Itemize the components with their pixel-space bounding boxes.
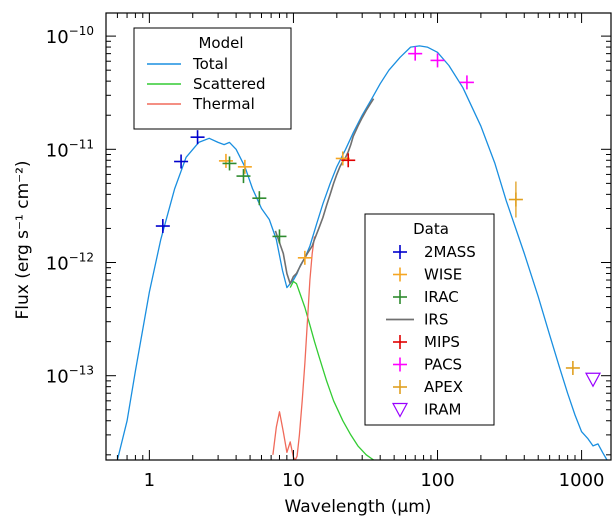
legend-label-mips: MIPS	[424, 333, 460, 351]
point-apex	[565, 360, 580, 375]
model-legend-box	[133, 27, 292, 130]
legend-label-wise: WISE	[424, 266, 462, 284]
point-pacs	[408, 46, 423, 61]
legend-entry-irs: IRS	[386, 311, 448, 329]
series-thermal-line	[272, 236, 316, 460]
legend-entry-wise: WISE	[393, 266, 462, 284]
legend-label-2mass: 2MASS	[424, 243, 476, 261]
point-apex	[508, 181, 523, 218]
points-layer	[155, 46, 602, 388]
series-irs-line	[274, 98, 375, 285]
legend-entry-pacs: PACS	[393, 356, 462, 374]
x-tick-label: 100	[420, 470, 454, 491]
legend-entry-thermal: Thermal	[147, 95, 255, 113]
point-2mass	[174, 154, 189, 169]
point-irac	[236, 169, 251, 184]
model-legend-title: Model	[198, 34, 243, 52]
point-irac	[222, 156, 237, 171]
legend-label-apex: APEX	[424, 378, 463, 396]
y-axis-label: Flux (erg s⁻¹ cm⁻²)	[13, 160, 33, 319]
legend-entry-mips: MIPS	[393, 333, 460, 351]
x-axis-label: Wavelength (μm)	[285, 497, 432, 517]
point-irac	[272, 229, 287, 244]
point-wise	[218, 153, 233, 168]
x-tick-label: 1	[144, 470, 155, 491]
data-legend-title: Data	[413, 220, 449, 238]
legend-entry-2mass: 2MASS	[393, 243, 476, 261]
y-tick-label: 10−11	[46, 137, 94, 161]
legend-label-thermal: Thermal	[192, 95, 255, 113]
plot-frame	[105, 12, 612, 461]
y-tick-label: 10−13	[46, 364, 94, 388]
data-legend: Data 2MASS WISE IRAC IRS MIPS PACS APEX IRAM	[364, 213, 495, 426]
point-mips	[341, 153, 356, 168]
point-wise	[297, 250, 312, 265]
legend-entry-apex: APEX	[393, 378, 463, 396]
legend-entry-scattered: Scattered	[147, 75, 266, 93]
point-2mass	[190, 130, 205, 145]
point-pacs	[459, 75, 474, 90]
legend-label-pacs: PACS	[424, 356, 462, 374]
x-tick-label: 1000	[559, 470, 605, 491]
point-irac	[252, 191, 267, 206]
model-legend: Model Total Scattered Thermal	[133, 27, 292, 130]
series-layer	[116, 45, 608, 460]
point-2mass	[155, 219, 170, 234]
legend-entry-irac: IRAC	[393, 288, 459, 306]
series-total-line	[116, 45, 608, 460]
legend-label-scattered: Scattered	[193, 75, 266, 93]
y-tick-label: 10−12	[46, 251, 94, 275]
x-tick-label: 10	[282, 470, 305, 491]
legend-entry-iram: IRAM	[391, 401, 461, 419]
point-iram	[584, 372, 602, 388]
legend-label-irs: IRS	[424, 311, 448, 329]
legend-label-iram: IRAM	[424, 401, 461, 419]
legend-label-total: Total	[192, 55, 228, 73]
y-tick-label: 10−10	[46, 24, 94, 48]
axes-layer: 1 10 100 1000 10−13 10−12 10−11 10−10	[46, 13, 611, 491]
legend-label-irac: IRAC	[424, 288, 459, 306]
series-scattered-line	[289, 280, 374, 460]
legend-entry-total: Total	[147, 55, 228, 73]
point-pacs	[430, 53, 445, 68]
point-wise	[237, 159, 252, 174]
